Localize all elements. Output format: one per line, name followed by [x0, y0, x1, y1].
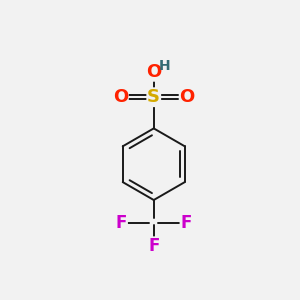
- Text: S: S: [147, 88, 160, 106]
- Text: F: F: [148, 237, 159, 255]
- Text: F: F: [116, 214, 127, 232]
- Text: O: O: [146, 63, 161, 81]
- Text: O: O: [180, 88, 195, 106]
- Text: H: H: [158, 59, 170, 73]
- Text: F: F: [180, 214, 192, 232]
- Text: O: O: [112, 88, 128, 106]
